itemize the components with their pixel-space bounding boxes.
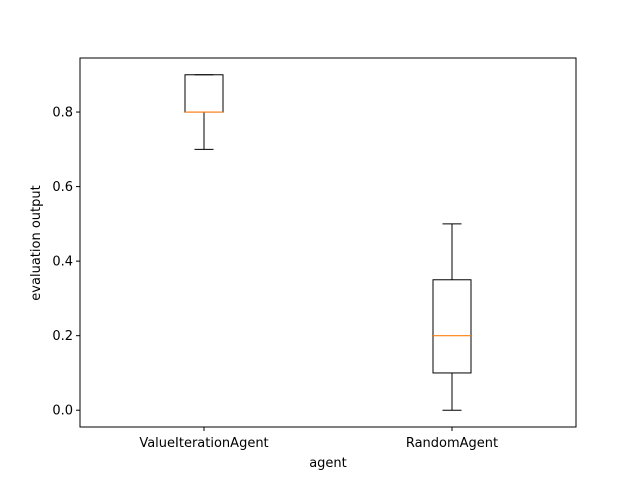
y-tick-label: 0.0 — [52, 404, 73, 419]
interquartile-box — [184, 74, 224, 113]
y-tick-label: 0.8 — [52, 106, 73, 121]
y-tick-label: 0.6 — [52, 180, 73, 195]
x-axis-ticks: ValueIterationAgent RandomAgent — [139, 427, 498, 451]
plot-marks — [184, 74, 472, 411]
y-axis-ticks: 0.0 0.2 0.4 0.6 0.8 — [52, 106, 80, 419]
x-axis-label: agent — [309, 456, 347, 471]
x-tick-label: RandomAgent — [406, 436, 498, 451]
x-tick-label: ValueIterationAgent — [139, 436, 268, 451]
y-axis-label: evaluation output — [29, 185, 44, 300]
interquartile-box — [432, 279, 472, 374]
plot-area-frame — [79, 57, 577, 428]
box-group — [184, 74, 224, 150]
box-group — [432, 223, 472, 411]
y-tick-label: 0.2 — [52, 329, 73, 344]
y-tick-label: 0.4 — [52, 255, 73, 270]
